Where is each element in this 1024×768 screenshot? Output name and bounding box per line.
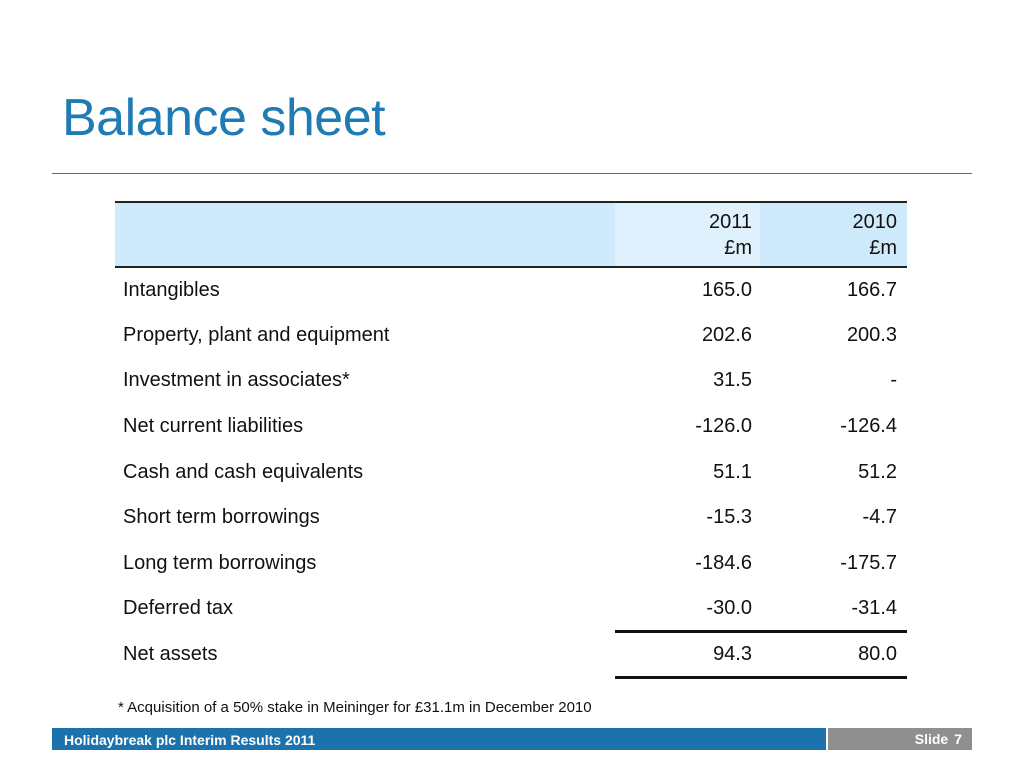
balance-sheet-table: 2011 £m 2010 £m Intangibles 165.0 166.7 … (115, 201, 907, 679)
header-2010: 2010 £m (760, 202, 907, 267)
header-2011: 2011 £m (615, 202, 760, 267)
footer-bar (52, 728, 826, 750)
value-2010: - (890, 369, 897, 392)
table-row: Property, plant and equipment 202.6 200.… (115, 313, 907, 359)
value-2011: 202.6 (701, 323, 752, 346)
table-row: Long term borrowings -184.6 -175.7 (115, 541, 907, 587)
table-header-row: 2011 £m 2010 £m (115, 202, 907, 267)
slide-label: Slide (914, 731, 949, 747)
header-year: 2010 (852, 210, 898, 233)
value-2011: 94.3 (615, 630, 760, 679)
page-title: Balance sheet (62, 89, 386, 147)
row-label: Property, plant and equipment (123, 323, 390, 346)
table-row: Cash and cash equivalents 51.1 51.2 (115, 449, 907, 495)
value-2010: 51.2 (858, 460, 897, 483)
value-2011: -126.0 (695, 415, 752, 438)
footer-text: Holidaybreak plc Interim Results 2011 (64, 732, 316, 748)
row-label: Investment in associates* (123, 369, 350, 392)
value-2010: -175.7 (840, 551, 897, 574)
net-assets-row: Net assets 94.3 80.0 (115, 630, 907, 679)
value-2011: -15.3 (706, 506, 752, 529)
row-label: Cash and cash equivalents (123, 460, 364, 483)
header-year: 2011 (708, 210, 752, 233)
row-label: Net current liabilities (123, 415, 304, 438)
value-2011: 31.5 (713, 369, 752, 392)
value-2010: 166.7 (846, 278, 897, 301)
value-2010: -31.4 (851, 596, 897, 619)
value-2011: -184.6 (695, 551, 752, 574)
value-2011: 51.1 (713, 460, 752, 483)
value-2010: -126.4 (840, 415, 897, 438)
value-2010: 200.3 (846, 323, 897, 346)
table-row: Short term borrowings -15.3 -4.7 (115, 495, 907, 541)
table-row: Investment in associates* 31.5 - (115, 358, 907, 404)
value-2010: -4.7 (862, 506, 897, 529)
header-label-cell (115, 202, 615, 267)
header-unit: £m (869, 236, 897, 259)
footnote: * Acquisition of a 50% stake in Meininge… (118, 699, 592, 716)
row-label: Long term borrowings (123, 551, 317, 574)
value-2010: 80.0 (760, 630, 907, 679)
row-label: Intangibles (123, 278, 220, 301)
slide-number-box: Slide 7 (828, 728, 972, 750)
value-2011: -30.0 (706, 596, 752, 619)
table-row: Deferred tax -30.0 -31.4 (115, 586, 907, 632)
header-unit: £m (724, 236, 752, 259)
row-label: Deferred tax (123, 597, 234, 620)
row-label: Net assets (123, 643, 218, 666)
row-label: Short term borrowings (123, 506, 320, 529)
value-2011: 165.0 (701, 278, 752, 301)
table-row: Intangibles 165.0 166.7 (115, 267, 907, 313)
slide-number: 7 (954, 731, 962, 747)
title-divider (52, 173, 972, 174)
table-row: Net current liabilities -126.0 -126.4 (115, 404, 907, 450)
